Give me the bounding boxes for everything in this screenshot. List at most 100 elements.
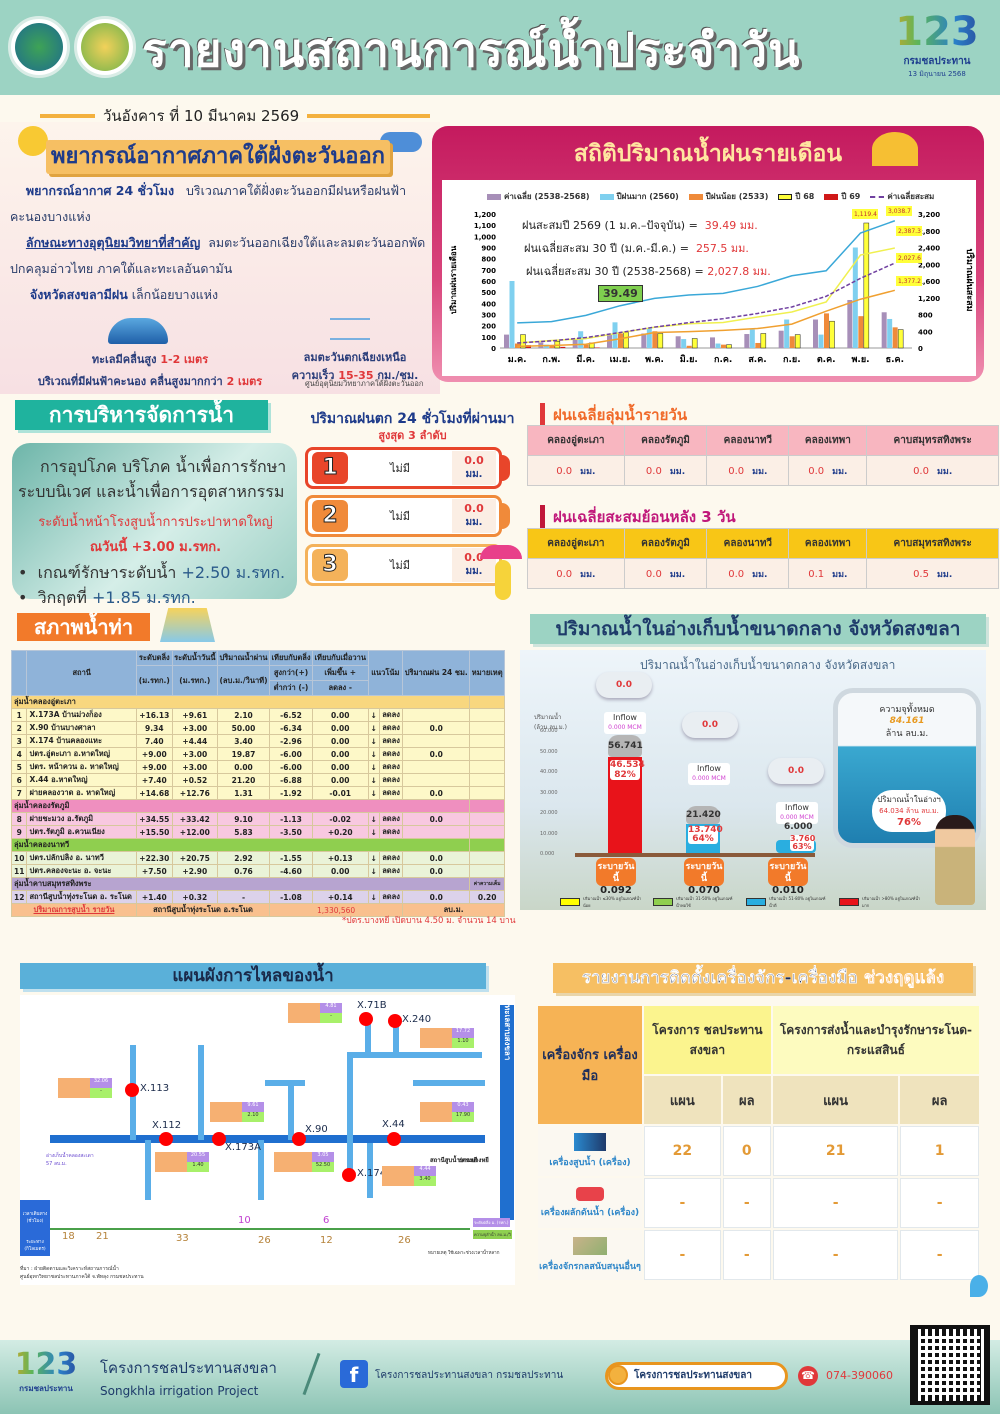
rain24-title: ปริมาณฝนตก 24 ชั่วโมงที่ผ่านมา (310, 411, 515, 427)
facebook-link[interactable]: โครงการชลประทานสงขลา กรมชลประทาน (375, 1370, 564, 1381)
down-arrow-icon: ↓ (367, 890, 380, 904)
svg-text:600: 600 (481, 278, 496, 286)
svg-text:ส.ค.: ส.ค. (748, 355, 766, 365)
svg-text:ปริมาณฝนสะสม: ปริมาณฝนสะสม (964, 248, 975, 311)
water-level-table: สถานี ระดับตลิ่ง ระดับน้ำวันนี้ ปริมาณน้… (10, 650, 505, 917)
station-marker[interactable] (125, 1083, 139, 1097)
svg-text:1,200: 1,200 (918, 295, 940, 303)
chart-note-avg-total: ฝนเฉลี่ยสะสม 30 ปี (2538-2568) = 2,027.8… (526, 265, 771, 278)
station-marker[interactable] (342, 1168, 356, 1182)
reservoir-legend: ปริมาณน้ำ ≤30% อยู่ในเกณฑ์น้ำน้อย ปริมาณน… (560, 895, 922, 909)
rain-cloud-icon: 0.0 (768, 758, 824, 784)
rain-rank-1: 1 ไม่มี 0.0 มม. (305, 447, 502, 489)
ministry-logo (8, 16, 70, 78)
management-content: การอุปโภค บริโภค น้ำเพื่อการรักษาระบบนิเ… (18, 457, 287, 607)
machinery-title: รายงานการติดตั้งเครื่องจักร-เครื่องมือ ช… (553, 963, 973, 993)
page-title: รายงานสถานการณ์น้ำประจำวัน (142, 23, 801, 77)
station-row: 11 ปตร.คลองจะนะ อ. จะนะ +7.50 +2.90 0.76 -4.6… (10, 864, 505, 878)
chart-note-ytd: ฝนสะสมปี 2569 (1 ม.ค.–ปัจจุบัน) = 39.49 … (522, 219, 758, 232)
reservoir-capacity: 6.000 (784, 822, 813, 832)
svg-text:ต.ค.: ต.ค. (817, 355, 836, 365)
station-info-box: 0.43 17.90 (420, 1102, 474, 1122)
svg-text:ธ.ค.: ธ.ค. (886, 355, 904, 365)
timeline-axis (50, 1228, 470, 1230)
weather-title: พยากรณ์อากาศภาคใต้ฝั่งตะวันออก (46, 140, 390, 174)
globe-icon (608, 1365, 628, 1385)
umbrella-girl-icon (480, 545, 522, 559)
station-marker[interactable] (292, 1132, 306, 1146)
wave-info: ทะเลมีคลื่นสูง 1-2 เมตร บริเวณที่มีฝนฟ้า… (37, 353, 263, 388)
station-marker[interactable] (387, 1132, 401, 1146)
svg-text:400: 400 (481, 300, 496, 308)
station-row: 2 X.90 บ้านบางศาลา 9.34 +3.00 50.00 -6.34 0.00… (10, 721, 505, 735)
qr-code[interactable] (910, 1325, 990, 1405)
footer (0, 1340, 1000, 1414)
svg-text:0: 0 (491, 345, 496, 353)
station-marker[interactable] (212, 1132, 226, 1146)
phone-number[interactable]: 074-390060 (826, 1369, 893, 1382)
basin-group-row: ลุ่มน้ำคาบสมุทรสทิงพระ ค่าความเค็ม (10, 877, 505, 891)
rain-cloud-icon: 0.0 (682, 712, 738, 738)
ground-line (575, 853, 815, 857)
svg-text:300: 300 (481, 312, 496, 320)
down-arrow-icon: ↓ (367, 864, 380, 878)
inflow-label: Inflow 0.000 MCM (688, 763, 730, 785)
umbrella-icon (872, 132, 918, 166)
chart-note-avg-q1: ฝนเฉลี่ยสะสม 30 ปี (ม.ค.-มี.ค.) = 257.5 … (524, 242, 749, 255)
svg-text:ม.ค.: ม.ค. (508, 355, 527, 365)
release-today: ระบายวันนี้ 0.010 (768, 858, 808, 896)
station-marker[interactable] (159, 1132, 173, 1146)
svg-text:ปริมาณฝนรายเดือน: ปริมาณฝนรายเดือน (448, 245, 458, 314)
rain24-subtitle: สูงสุด 3 ลำดับ (378, 429, 447, 442)
station-row: 6 X.44 อ.หาดใหญ่ +7.40 +0.52 21.20 -6.88 0.00 ↓… (10, 773, 505, 787)
facebook-icon[interactable]: f (340, 1360, 368, 1388)
rain-stats-title: สถิติปริมาณน้ำฝนรายเดือน (573, 141, 843, 167)
release-today: ระบายวันนี้ 0.070 (684, 858, 724, 896)
station-row: 1 X.173A บ้านม่วงก็อง +16.13 +9.61 2.10 -6.52… (10, 708, 505, 722)
svg-text:เม.ย.: เม.ย. (610, 355, 631, 365)
basin-group-row: ลุ่มน้ำคลองอู่ตะเภา (10, 695, 505, 709)
management-title: การบริหารจัดการน้ำ (15, 400, 268, 430)
svg-text:2,027.6: 2,027.6 (898, 255, 921, 262)
website-link[interactable]: โครงการชลประทานสงขลา (605, 1362, 788, 1390)
svg-text:3,038.7: 3,038.7 (888, 208, 911, 215)
header-banner (0, 0, 1000, 95)
basin-group-row: ลุ่มน้ำคลองรัตภูมิ (10, 799, 505, 813)
down-arrow-icon: ↓ (367, 812, 380, 826)
reservoir-title: ปริมาณน้ำในอ่างเก็บน้ำขนาดกลาง จังหวัดสง… (530, 614, 986, 644)
reservoir-subtitle: ปริมาณน้ำในอ่างเก็บน้ำขนาดกลาง จังหวัดสง… (640, 658, 896, 672)
svg-text:1,600: 1,600 (918, 278, 940, 286)
svg-text:2,800: 2,800 (918, 228, 940, 236)
station-info-box: 4.44 3.40 (382, 1166, 436, 1186)
chart-legend: ค่าเฉลี่ย (2538-2568) ปีฝนมาก (2560) ปีฝ… (487, 190, 934, 203)
machine-pusher: เครื่องผลักดันน้ำ (เครื่อง) (538, 1178, 642, 1228)
svg-text:3,200: 3,200 (918, 211, 940, 219)
management-box (12, 443, 297, 599)
weather-forecast: พยากรณ์อากาศ 24 ชั่วโมง บริเวณภาคใต้ฝั่ง… (10, 183, 407, 224)
svg-text:1,200: 1,200 (474, 211, 496, 219)
station-row: 10 ปตร.ปลักปลิง อ. นาทวี +22.30 +20.75 2.92-… (10, 851, 505, 865)
pump-icon (574, 1133, 606, 1151)
svg-text:1,119.4: 1,119.4 (854, 211, 877, 218)
machine-pump: เครื่องสูบน้ำ (เครื่อง) (538, 1126, 642, 1176)
reservoir-capacity: 56.741 (608, 735, 643, 757)
footer-project: โครงการชลประทานสงขลา Songkhla irrigation … (100, 1359, 277, 1398)
station-row: 12 สถานีสูบน้ำทุ่งระโนด อ. ระโนด +1.40 +0.3… (10, 890, 505, 904)
down-arrow-icon: ↓ (367, 721, 380, 735)
wind-icon (330, 318, 370, 340)
water-level-title: สภาพน้ำท่า (17, 613, 150, 641)
station-marker[interactable] (359, 1012, 373, 1026)
wave-icon (108, 318, 168, 344)
down-arrow-icon: ↓ (367, 773, 380, 787)
timeline-label-box (20, 1200, 50, 1256)
svg-text:มี.ค.: มี.ค. (576, 354, 595, 365)
station-row: 7 ฝายคลองวาด อ. หาดใหญ่ +14.68 +12.76 1.31 -1… (10, 786, 505, 800)
svg-text:1,000: 1,000 (474, 233, 496, 241)
sun-icon (18, 126, 48, 156)
total-capacity: ความจุทั้งหมด 84.161 ล้าน ลบ.ม. (879, 705, 935, 739)
svg-text:ก.พ.: ก.พ. (542, 355, 560, 365)
station-marker[interactable] (388, 1014, 402, 1028)
report-date: วันอังคาร ที่ 10 มีนาคม 2569 (40, 104, 430, 128)
down-arrow-icon: ↓ (367, 825, 380, 839)
svg-text:1,377.2: 1,377.2 (898, 278, 921, 285)
